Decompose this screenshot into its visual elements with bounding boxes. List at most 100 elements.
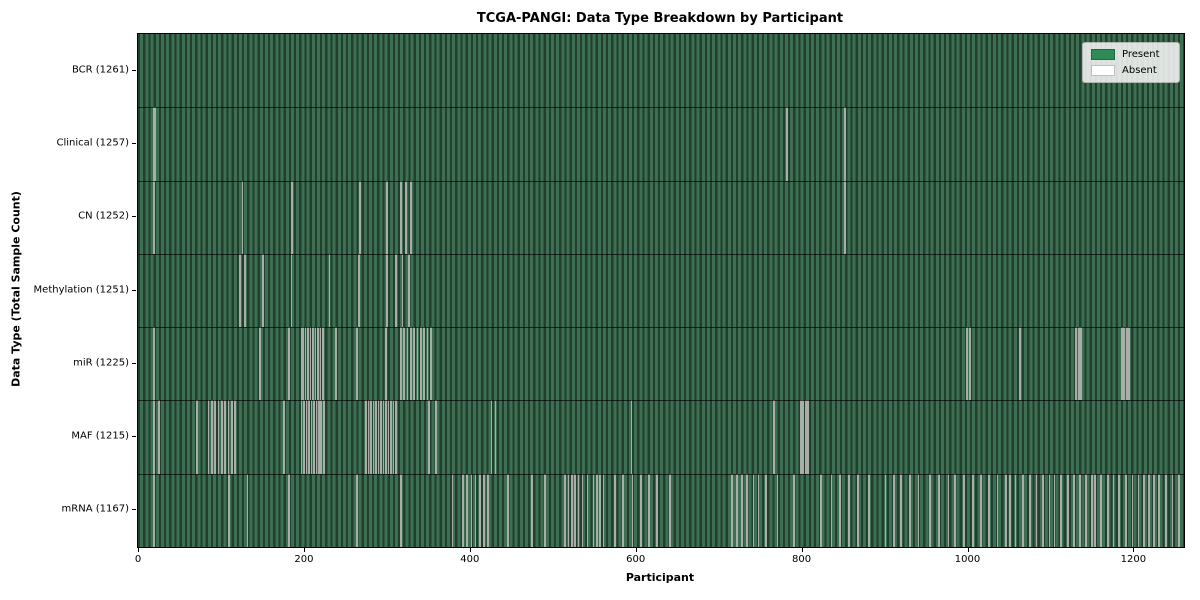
absent-mark xyxy=(313,400,315,474)
absent-mark xyxy=(848,473,850,547)
xtick-mark xyxy=(967,548,969,552)
xtick-mark xyxy=(801,548,803,552)
absent-mark xyxy=(996,473,999,547)
legend-label: Present xyxy=(1122,49,1160,60)
ytick-mark xyxy=(132,69,136,71)
legend-item-absent: Absent xyxy=(1091,65,1171,76)
absent-mark xyxy=(291,180,294,254)
absent-mark xyxy=(785,107,788,181)
absent-mark xyxy=(507,473,509,547)
absent-mark xyxy=(400,327,402,401)
absent-mark xyxy=(1004,473,1007,547)
absent-mark xyxy=(300,327,303,401)
absent-mark xyxy=(765,473,767,547)
absent-mark xyxy=(406,327,409,401)
absent-mark xyxy=(157,400,160,474)
absent-mark xyxy=(1080,327,1082,401)
absent-mark xyxy=(400,180,402,254)
absent-mark xyxy=(630,400,633,474)
absent-mark xyxy=(1091,473,1093,547)
absent-mark xyxy=(380,400,382,474)
absent-mark xyxy=(426,327,429,401)
absent-mark xyxy=(320,400,323,474)
absent-mark xyxy=(214,400,216,474)
absent-mark xyxy=(969,327,971,401)
absent-mark xyxy=(1014,473,1017,547)
absent-mark xyxy=(1042,473,1044,547)
absent-mark xyxy=(392,400,395,474)
row-separator xyxy=(138,107,1184,109)
absent-mark xyxy=(304,327,307,401)
absent-mark xyxy=(408,253,411,328)
absent-mark xyxy=(356,327,358,401)
absent-mark xyxy=(328,253,331,328)
x-axis-label: Participant xyxy=(625,571,695,584)
absent-mark xyxy=(1125,327,1128,401)
absent-mark xyxy=(283,400,285,474)
absent-mark xyxy=(152,107,155,181)
absent-mark xyxy=(804,400,807,474)
absent-mark xyxy=(152,327,155,401)
absent-mark xyxy=(386,253,388,328)
heatmap-row-mir xyxy=(138,327,1184,401)
heatmap-row-maf xyxy=(138,400,1184,474)
legend-swatch-present xyxy=(1091,49,1115,60)
xtick-mark xyxy=(635,548,637,552)
ytick-mark xyxy=(132,362,136,364)
absent-mark xyxy=(395,400,397,474)
absent-mark xyxy=(244,253,246,328)
xtick-mark xyxy=(303,548,305,552)
absent-mark xyxy=(372,400,375,474)
absent-mark xyxy=(356,473,358,547)
absent-mark xyxy=(413,327,416,401)
absent-mark xyxy=(300,400,303,474)
absent-mark xyxy=(259,327,261,401)
absent-mark xyxy=(892,473,895,547)
legend-item-present: Present xyxy=(1091,49,1171,60)
absent-mark xyxy=(152,400,155,474)
absent-mark xyxy=(317,327,319,401)
absent-mark xyxy=(370,400,372,474)
absent-mark xyxy=(1079,473,1082,547)
xtick-label: 200 xyxy=(294,554,314,565)
absent-mark xyxy=(310,400,313,474)
absent-mark xyxy=(303,400,305,474)
xtick-label: 1200 xyxy=(1120,554,1147,565)
absent-mark xyxy=(544,473,547,547)
absent-mark xyxy=(210,400,213,474)
absent-mark xyxy=(410,180,412,254)
legend-swatch-absent xyxy=(1091,65,1115,76)
absent-mark xyxy=(979,473,982,547)
xtick-mark xyxy=(1133,548,1135,552)
absent-mark xyxy=(1008,473,1011,547)
ytick-mark xyxy=(132,289,136,291)
absent-mark xyxy=(483,473,485,547)
absent-mark xyxy=(365,400,367,474)
absent-mark xyxy=(466,473,469,547)
absent-mark xyxy=(315,400,318,474)
absent-mark xyxy=(390,400,392,474)
absent-mark xyxy=(736,473,738,547)
absent-mark xyxy=(1128,327,1131,401)
absent-mark xyxy=(154,107,157,181)
absent-mark xyxy=(367,400,370,474)
absent-mark xyxy=(602,473,605,547)
absent-mark xyxy=(954,473,956,547)
absent-mark xyxy=(1053,473,1056,547)
absent-mark xyxy=(622,473,625,547)
absent-mark xyxy=(656,473,659,547)
absent-mark xyxy=(490,400,493,474)
absent-mark xyxy=(423,327,426,401)
absent-mark xyxy=(595,473,598,547)
absent-mark xyxy=(574,473,576,547)
absent-mark xyxy=(972,473,975,547)
absent-mark xyxy=(807,400,810,474)
row-separator xyxy=(138,327,1184,329)
absent-mark xyxy=(305,400,308,474)
absent-mark xyxy=(262,253,265,328)
absent-mark xyxy=(599,473,601,547)
absent-mark xyxy=(963,473,966,547)
absent-mark xyxy=(302,327,304,401)
absent-mark xyxy=(239,253,241,328)
